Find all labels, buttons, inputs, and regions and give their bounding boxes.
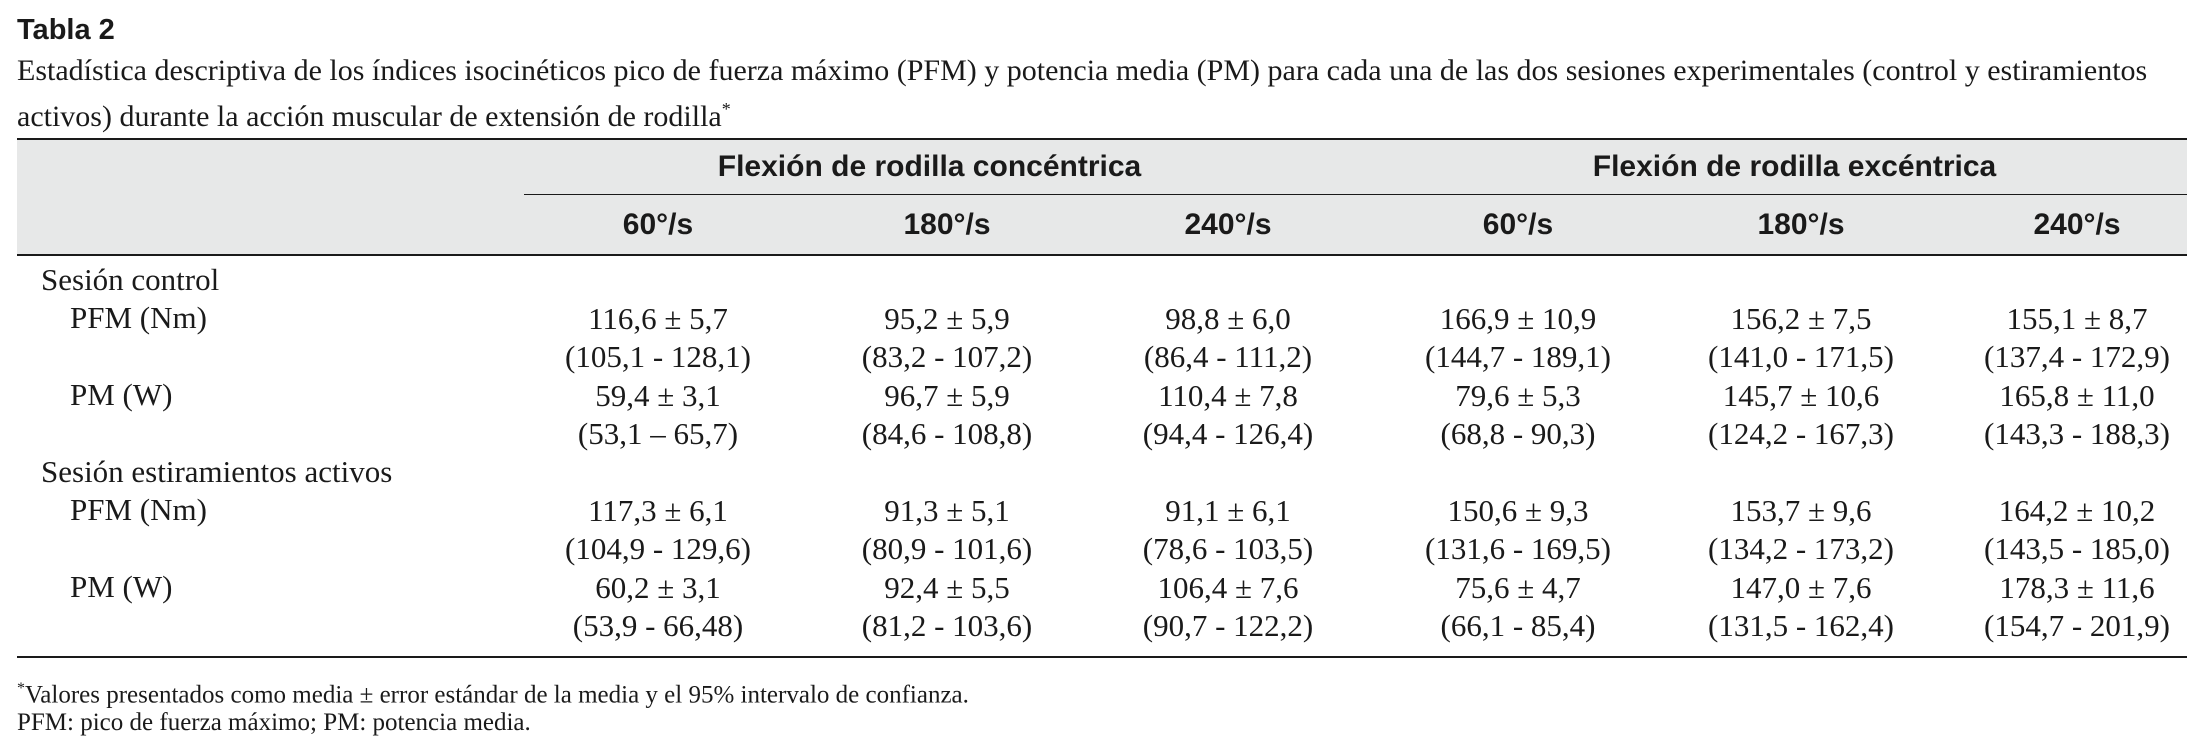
column-header: 240°/s	[1184, 208, 1272, 241]
caption-footnote-mark: *	[721, 99, 731, 119]
row-label: PFM (Nm)	[70, 300, 207, 335]
row-label: PFM (Nm)	[70, 492, 207, 527]
header-rule	[17, 254, 2187, 256]
column-header: 180°/s	[1757, 208, 1845, 241]
table-cell: 150,6 ± 9,3 (131,6 - 169,5)	[1425, 493, 1611, 566]
row-label: PM (W)	[70, 377, 173, 412]
table-cell: 75,6 ± 4,7 (66,1 - 85,4)	[1440, 570, 1596, 643]
footnote-values-text: Valores presentados como media ± error e…	[25, 681, 969, 709]
table-cell: 156,2 ± 7,5 (141,0 - 171,5)	[1708, 301, 1894, 374]
bottom-rule	[17, 656, 2187, 658]
table-cell: 79,6 ± 5,3 (68,8 - 90,3)	[1440, 378, 1596, 451]
section-label-control: Sesión control	[41, 262, 220, 297]
table-cell: 92,4 ± 5,5 (81,2 - 103,6)	[861, 570, 1033, 643]
table-cell: 60,2 ± 3,1 (53,9 - 66,48)	[572, 570, 744, 643]
column-header: 60°/s	[1482, 208, 1554, 241]
table-cell: 117,3 ± 6,1 (104,9 - 129,6)	[565, 493, 751, 566]
group-rule	[524, 194, 2187, 195]
table-caption: Estadística descriptiva de los índices i…	[17, 52, 2187, 136]
table-cell: 106,4 ± 7,6 (90,7 - 122,2)	[1142, 570, 1314, 643]
table-cell: 155,1 ± 8,7 (137,4 - 172,9)	[1984, 301, 2170, 374]
footnote-values: *Valores presentados como media ± error …	[17, 672, 969, 712]
table-cell: 164,2 ± 10,2 (143,5 - 185,0)	[1984, 493, 2170, 566]
table-cell: 178,3 ± 11,6 (154,7 - 201,9)	[1984, 570, 2170, 643]
table-cell: 91,3 ± 5,1 (80,9 - 101,6)	[861, 493, 1033, 566]
section-label-active-stretching: Sesión estiramientos activos	[41, 454, 393, 489]
table-label: Tabla 2	[17, 14, 115, 46]
table-cell: 98,8 ± 6,0 (86,4 - 111,2)	[1143, 301, 1313, 374]
column-header: 180°/s	[903, 208, 991, 241]
header-shading	[17, 138, 2187, 254]
footnote-mark: *	[17, 680, 25, 697]
group-header-eccentric: Flexión de rodilla excéntrica	[1592, 150, 1997, 183]
column-header: 240°/s	[2033, 208, 2121, 241]
caption-text: Estadística descriptiva de los índices i…	[17, 54, 2148, 133]
table-cell: 95,2 ± 5,9 (83,2 - 107,2)	[861, 301, 1033, 374]
group-header-concentric: Flexión de rodilla concéntrica	[717, 150, 1142, 183]
table-cell: 153,7 ± 9,6 (134,2 - 173,2)	[1708, 493, 1894, 566]
column-header: 60°/s	[622, 208, 694, 241]
data-table: Flexión de rodilla concéntrica Flexión d…	[17, 138, 2187, 658]
table-cell: 145,7 ± 10,6 (124,2 - 167,3)	[1708, 378, 1894, 451]
table-cell: 96,7 ± 5,9 (84,6 - 108,8)	[861, 378, 1033, 451]
footnote-abbreviations: PFM: pico de fuerza máximo; PM: potencia…	[17, 709, 531, 736]
table-cell: 59,4 ± 3,1 (53,1 – 65,7)	[577, 378, 739, 451]
table-cell: 110,4 ± 7,8 (94,4 - 126,4)	[1142, 378, 1314, 451]
table-cell: 147,0 ± 7,6 (131,5 - 162,4)	[1708, 570, 1894, 643]
row-label: PM (W)	[70, 569, 173, 604]
top-rule	[17, 138, 2187, 140]
table-cell: 91,1 ± 6,1 (78,6 - 103,5)	[1142, 493, 1314, 566]
table-cell: 166,9 ± 10,9 (144,7 - 189,1)	[1425, 301, 1611, 374]
table-cell: 165,8 ± 11,0 (143,3 - 188,3)	[1984, 378, 2170, 451]
table-cell: 116,6 ± 5,7 (105,1 - 128,1)	[565, 301, 751, 374]
